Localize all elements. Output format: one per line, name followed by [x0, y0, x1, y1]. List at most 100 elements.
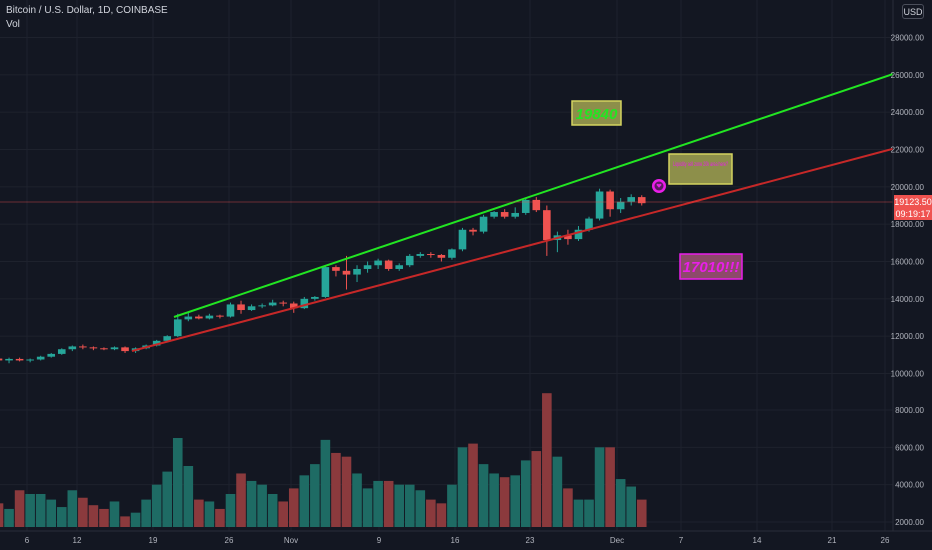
volume-bar — [246, 480, 257, 527]
candle-body — [0, 358, 3, 361]
price-axis[interactable]: 28000.00 26000.00 24000.00 22000.00 20000.00… — [891, 34, 925, 528]
candle-body — [543, 210, 551, 241]
lower-trend-line[interactable] — [131, 147, 897, 352]
candle-body — [448, 249, 456, 258]
volume-bar — [151, 484, 162, 527]
volume-bar — [383, 480, 394, 527]
candle-body — [226, 304, 235, 317]
time-tick-label: Dec — [610, 536, 624, 545]
volume-bar — [478, 464, 489, 527]
volume-bar — [267, 494, 278, 527]
time-tick-label: 16 — [451, 536, 460, 545]
time-tick-label: 19 — [149, 536, 158, 545]
candle-body — [89, 347, 98, 349]
price-tick-label: 18000.00 — [891, 220, 925, 229]
price-tick-label: 16000.00 — [891, 258, 925, 267]
candle-body — [595, 191, 604, 219]
volume-bar — [584, 499, 594, 527]
volume-bar — [78, 497, 88, 527]
candle-body — [490, 212, 498, 217]
volume-label: Vol — [6, 19, 20, 30]
candle-body — [173, 319, 182, 337]
trend-lines — [131, 72, 897, 352]
annotation-lower-target[interactable]: 17010!!! — [679, 253, 743, 280]
volume-bar — [299, 475, 310, 527]
price-tick-label: 10000.00 — [891, 370, 925, 379]
candle-body — [311, 296, 319, 299]
volume-bar — [236, 473, 246, 527]
volume-bar — [204, 501, 215, 527]
volume-bar — [573, 499, 584, 527]
volume-bar — [46, 499, 57, 527]
volume-bar — [426, 499, 436, 527]
volume-tick-label: 8000.00 — [895, 406, 924, 415]
grid-lines — [0, 0, 893, 531]
volume-bar — [499, 477, 510, 527]
candle-body — [574, 229, 583, 240]
candle-body — [479, 216, 488, 232]
candle-body — [500, 212, 509, 217]
candle-body — [268, 302, 277, 306]
volume-bar — [278, 501, 289, 527]
volume-bar — [447, 484, 457, 527]
volume-bars — [0, 393, 647, 527]
candle-body — [469, 229, 477, 232]
candle-body — [458, 229, 467, 250]
candle-body — [427, 254, 435, 256]
volume-bar — [99, 508, 109, 527]
candle-body — [121, 347, 129, 352]
volume-tick-label: 6000.00 — [895, 443, 924, 452]
volume-bar — [563, 488, 573, 527]
volume-bar — [120, 516, 130, 527]
price-tick-label: 24000.00 — [891, 108, 925, 117]
candle-body — [205, 315, 214, 319]
volume-tick-label: 2000.00 — [895, 518, 924, 527]
time-tick-label: 14 — [753, 536, 762, 545]
volume-bar — [257, 484, 267, 527]
candle-body — [395, 265, 404, 269]
price-tick-label: 22000.00 — [891, 146, 925, 155]
volume-bar — [415, 490, 426, 527]
candle-body — [68, 346, 77, 350]
symbol-title[interactable]: Bitcoin / U.S. Dollar, 1D, COINBASE — [6, 5, 168, 16]
volume-bar — [130, 512, 141, 527]
annotation-upper-target[interactable]: 19840 — [571, 100, 622, 126]
volume-bar — [14, 490, 25, 527]
volume-bar — [605, 447, 615, 527]
volume-bar — [225, 494, 236, 527]
candle-body — [15, 358, 24, 361]
time-axis[interactable]: 6 12 19 26 Nov 9 16 23 Dec 7 14 21 26 — [25, 536, 890, 545]
candle-body — [237, 304, 245, 311]
volume-bar — [636, 499, 647, 527]
time-tick-label: 21 — [828, 536, 837, 545]
volume-bar — [288, 488, 299, 527]
candle-body — [521, 199, 530, 213]
annotation-note[interactable]: Liquidity sell zone 20k area here? — [668, 153, 733, 185]
volume-bar — [362, 488, 373, 527]
volume-bar — [320, 439, 331, 527]
time-tick-label: 26 — [225, 536, 234, 545]
volume-bar — [373, 480, 383, 527]
candle-body — [637, 197, 646, 204]
volume-bar — [88, 505, 99, 527]
volume-bar — [183, 466, 194, 527]
candle-body — [606, 191, 614, 210]
currency-button[interactable]: USD — [902, 4, 924, 19]
candle-body — [384, 260, 393, 269]
volume-bar — [489, 473, 499, 527]
volume-bar — [394, 484, 405, 527]
price-tick-label: 14000.00 — [891, 295, 925, 304]
candle-body — [532, 199, 541, 211]
upper-trend-line[interactable] — [173, 72, 897, 318]
candle-body — [195, 316, 203, 319]
time-tick-label: 12 — [73, 536, 82, 545]
candle-body — [279, 302, 288, 304]
note-text: Liquidity sell zone 20k area here? — [673, 162, 728, 168]
heart-icon[interactable] — [652, 179, 666, 193]
volume-bar — [468, 443, 478, 527]
candle-body — [416, 254, 425, 256]
time-tick-label: 9 — [377, 536, 382, 545]
price-tick-label: 12000.00 — [891, 332, 925, 341]
svg-text:19123.50: 19123.50 — [894, 197, 932, 207]
